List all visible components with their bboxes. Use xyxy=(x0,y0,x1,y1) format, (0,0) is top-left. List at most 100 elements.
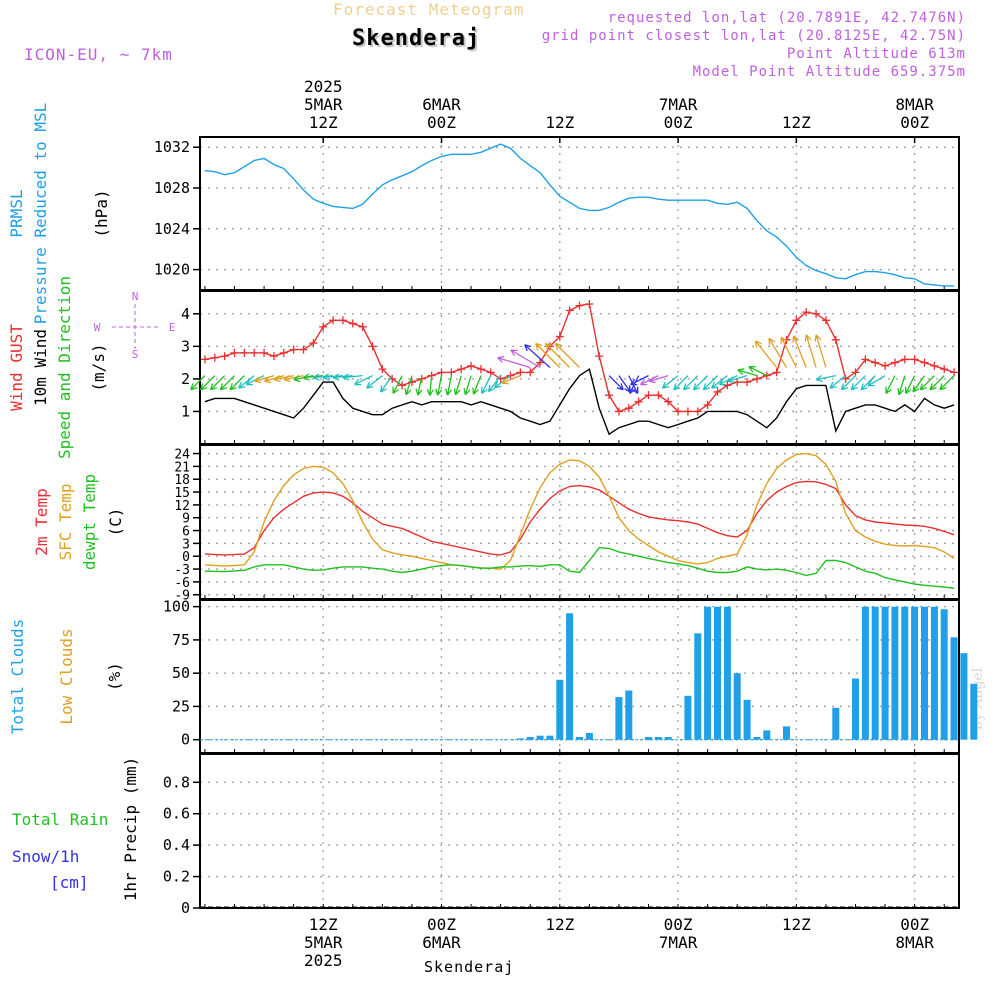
cloud-bar xyxy=(881,606,889,740)
cloud-bar xyxy=(615,697,623,740)
top-time-label: 6MAR xyxy=(422,95,461,114)
panel-unit-label: (C) xyxy=(106,508,125,537)
panel-labels-precip: Total Rain Snow/1h [cm] 1hr Precip (mm) xyxy=(12,757,140,902)
top-time-label: 7MAR xyxy=(659,95,698,114)
gust-marker xyxy=(762,371,771,380)
compass-south: S xyxy=(132,348,139,361)
panel-labels-wind: Wind GUST 10m Wind Speed and Direction (m/s… xyxy=(7,276,108,459)
panel-series-label: dewpt Temp xyxy=(80,474,99,570)
wind-arrow xyxy=(804,334,817,368)
gust-marker xyxy=(871,358,880,367)
cloud-bar xyxy=(940,609,948,740)
panel-series-label: 10m Wind xyxy=(31,329,50,406)
gust-marker xyxy=(289,345,298,354)
cloud-bar xyxy=(546,735,554,740)
wind-arrow xyxy=(535,342,561,368)
y-tick-label: 25 xyxy=(172,697,190,715)
wind-arrow xyxy=(190,375,206,391)
wind-arrow xyxy=(840,375,856,391)
wind-arrow xyxy=(711,375,728,389)
wind-arrow xyxy=(219,375,235,391)
gust-marker xyxy=(920,358,929,367)
precip-legend-label: Snow/1h xyxy=(12,847,79,866)
gust-marker xyxy=(240,348,249,357)
wind-arrow xyxy=(661,375,679,389)
top-time-label: 5MAR xyxy=(304,95,343,114)
wind-arrow xyxy=(392,375,403,395)
y-tick-label: 1032 xyxy=(154,138,190,156)
point-altitude: Point Altitude 613m xyxy=(786,46,966,62)
y-tick-label: 2 xyxy=(181,370,190,388)
cloud-bar xyxy=(921,606,928,740)
gust-marker xyxy=(950,368,959,377)
y-tick-label: 24 xyxy=(174,448,190,463)
gust-marker xyxy=(605,391,614,400)
bottom-time-label: 00Z xyxy=(427,915,456,934)
top-time-label: 00Z xyxy=(900,113,929,132)
y-tick-label: 3 xyxy=(182,537,190,552)
wind-arrow xyxy=(501,375,521,385)
gust-marker xyxy=(299,345,308,354)
y-tick-label: 12 xyxy=(174,499,190,514)
wind-arrow xyxy=(929,375,945,391)
gust-marker xyxy=(851,368,860,377)
cloud-bar xyxy=(743,699,751,740)
gust-marker xyxy=(713,387,722,396)
gust-marker xyxy=(368,342,377,351)
wind-arrow xyxy=(238,375,255,389)
t2m-line xyxy=(204,480,955,556)
gust-marker xyxy=(309,339,318,348)
gust-marker xyxy=(338,316,347,325)
wind-arrow xyxy=(905,375,916,395)
gust-marker xyxy=(329,316,338,325)
wind-arrow xyxy=(426,375,434,396)
panel-series-label: Wind GUST xyxy=(7,324,26,411)
location-title: Skenderaj xyxy=(352,26,481,51)
cloud-bar xyxy=(852,678,859,740)
cloud-bar xyxy=(891,606,899,740)
y-tick-label: 15 xyxy=(174,486,190,501)
precip-legend-label: Total Rain xyxy=(12,810,108,829)
top-time-label: 00Z xyxy=(664,113,693,132)
wind-arrow xyxy=(648,375,669,384)
gust-marker xyxy=(674,407,683,416)
wind-speed-line xyxy=(204,367,955,436)
gust-marker xyxy=(486,368,495,377)
wind-arrow xyxy=(199,375,216,391)
gust-marker xyxy=(467,361,476,370)
gust-marker xyxy=(260,348,269,357)
wind-arrow xyxy=(302,373,324,381)
gust-marker xyxy=(476,365,485,374)
gust-marker xyxy=(595,352,604,361)
gust-marker xyxy=(881,361,890,370)
compass-east: E xyxy=(169,321,176,334)
gust-marker xyxy=(447,368,456,377)
wind-arrow xyxy=(885,375,896,395)
gust-marker xyxy=(536,358,545,367)
gust-marker xyxy=(831,335,840,344)
gust-marker xyxy=(506,371,515,380)
wind-arrow xyxy=(829,375,847,389)
wind-arrow xyxy=(919,375,935,391)
panel-labels-pressure: PRMSL Pressure Reduced to MSL (hPa) xyxy=(7,103,111,325)
gust-marker xyxy=(250,348,259,357)
cloud-bar xyxy=(684,695,692,740)
wind-arrow xyxy=(673,375,689,391)
top-time-label: 8MAR xyxy=(895,95,934,114)
cloud-bar xyxy=(861,606,869,740)
wind-arrow xyxy=(737,368,758,377)
wind-arrow xyxy=(727,375,748,384)
wind-arrow xyxy=(415,375,423,396)
panel-series-label: SFC Temp xyxy=(56,483,75,560)
compass-north: N xyxy=(132,290,139,303)
y-tick-label: 18 xyxy=(174,473,190,488)
wind-arrow xyxy=(768,337,788,368)
wind-arrow xyxy=(342,373,363,381)
wind-arrow xyxy=(815,374,836,383)
wind-arrow xyxy=(245,375,265,386)
cloud-bar xyxy=(704,606,712,740)
cloud-bar xyxy=(625,690,633,740)
y-tick-label: 1 xyxy=(181,402,190,420)
gust-marker xyxy=(526,368,535,377)
wind-arrow xyxy=(497,355,531,369)
